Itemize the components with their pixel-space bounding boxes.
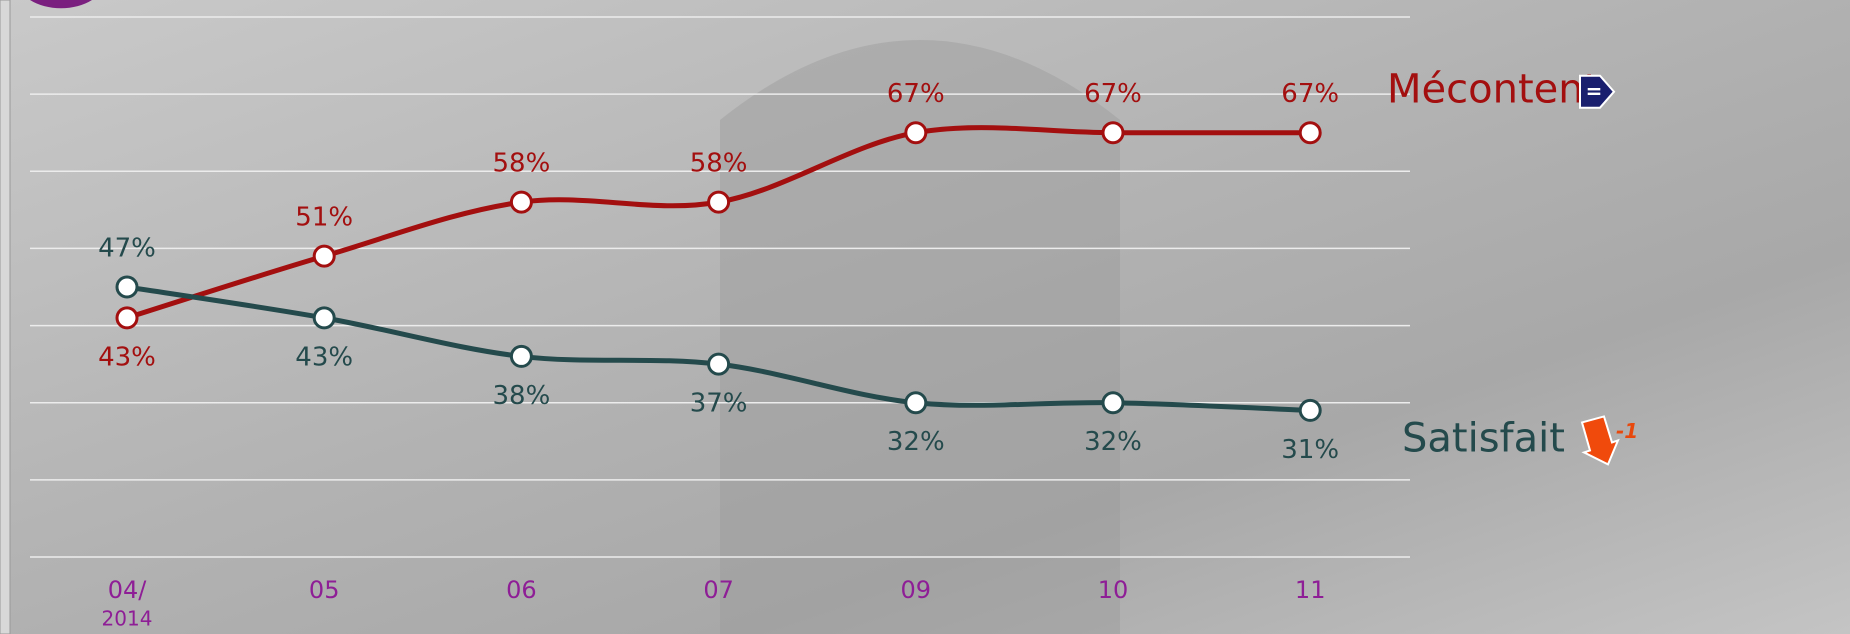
marker: [117, 308, 137, 328]
value-label: 67%: [1281, 79, 1339, 109]
value-label: 32%: [887, 427, 945, 457]
chart: 04/05 06 07 09 10 11 2014 43% 51% 58% 58% 67% 67% 67%…: [0, 0, 1850, 634]
value-label: 31%: [1281, 435, 1339, 465]
marker: [906, 393, 926, 413]
value-label: 51%: [295, 203, 353, 233]
marker: [314, 246, 334, 266]
x-year-label: 2014: [102, 607, 153, 631]
marker: [906, 123, 926, 143]
marker: [1300, 400, 1320, 420]
value-label: 47%: [98, 234, 156, 264]
value-label: 38%: [493, 381, 551, 411]
left-border: [0, 0, 10, 634]
value-label: 32%: [1084, 427, 1142, 457]
x-tick-label: 04/: [108, 576, 148, 604]
marker: [1103, 393, 1123, 413]
value-label: 43%: [98, 342, 156, 372]
value-label: 67%: [887, 79, 945, 109]
page: 04/05 06 07 09 10 11 2014 43% 51% 58% 58% 67% 67% 67%…: [0, 0, 1850, 634]
marker: [117, 277, 137, 297]
x-tick-label: 06: [506, 576, 537, 604]
change-label: -1: [1616, 419, 1638, 443]
x-tick-label: 10: [1098, 576, 1129, 604]
x-tick-label: 07: [703, 576, 734, 604]
marker: [1103, 123, 1123, 143]
value-label: 58%: [493, 149, 551, 179]
legend-label: Satisfait: [1402, 415, 1565, 461]
marker: [511, 346, 531, 366]
marker: [314, 308, 334, 328]
value-label: 67%: [1084, 79, 1142, 109]
marker: [709, 192, 729, 212]
legend-label: Mécontent: [1387, 67, 1599, 113]
marker: [709, 354, 729, 374]
marker: [511, 192, 531, 212]
marker: [1300, 123, 1320, 143]
value-label: 37%: [690, 389, 748, 419]
x-tick-label: 09: [901, 576, 932, 604]
value-label: 58%: [690, 149, 748, 179]
x-tick-label: 05: [309, 576, 340, 604]
change-label: =: [1586, 79, 1603, 103]
x-tick-label: 11: [1295, 576, 1326, 604]
value-label: 43%: [295, 342, 353, 372]
